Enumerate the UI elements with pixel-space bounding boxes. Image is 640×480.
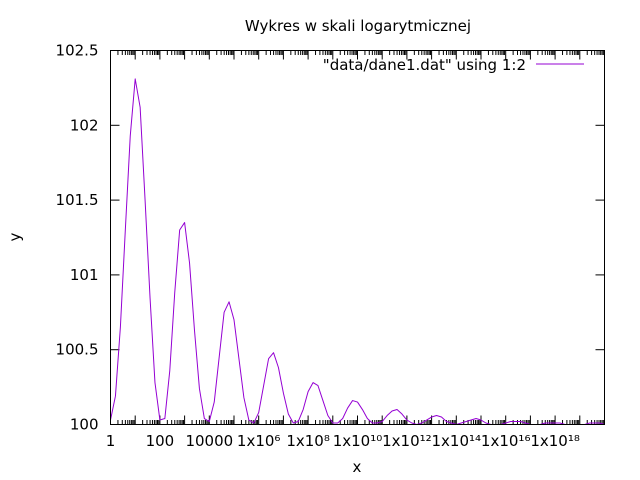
series-line-0: [110, 78, 605, 425]
legend-label: "data/dane1.dat" using 1:2: [323, 56, 526, 74]
y-tick-label: 102: [70, 116, 99, 134]
legend: "data/dane1.dat" using 1:2: [323, 56, 584, 74]
y-tick-label: 100.5: [56, 341, 99, 359]
x-tick-label: 1x10¹⁰: [333, 432, 383, 450]
y-axis-ticks: 100 100.5 101 101.5 102 102.5: [56, 42, 605, 434]
x-tick-label: 100: [146, 432, 175, 450]
x-tick-label: 1x10⁶: [237, 432, 281, 450]
x-tick-label: 10000: [185, 432, 233, 450]
x-axis-label: x: [353, 458, 362, 476]
plot-lines: [110, 78, 605, 425]
x-tick-label: 1x10¹⁸: [530, 432, 580, 450]
x-axis-ticks: 1 100 10000 1x10⁶ 1x10⁸ 1x10¹⁰ 1x10¹² 1x10¹⁴ 1x1…: [106, 50, 605, 450]
chart-title: Wykres w skali logarytmicznej: [245, 17, 471, 35]
y-axis-label: y: [6, 232, 24, 241]
x-tick-label: 1x10⁸: [286, 432, 330, 450]
y-tick-label: 101: [70, 266, 99, 284]
y-tick-label: 100: [70, 416, 99, 434]
x-tick-label: 1x10¹⁴: [432, 432, 482, 450]
y-tick-label: 101.5: [56, 191, 99, 209]
y-tick-label: 102.5: [56, 42, 99, 60]
x-tick-label: 1x10¹²: [382, 432, 432, 450]
x-tick-label: 1: [106, 432, 116, 450]
x-tick-label: 1x10¹⁶: [481, 432, 531, 450]
plot-frame: [110, 50, 605, 425]
